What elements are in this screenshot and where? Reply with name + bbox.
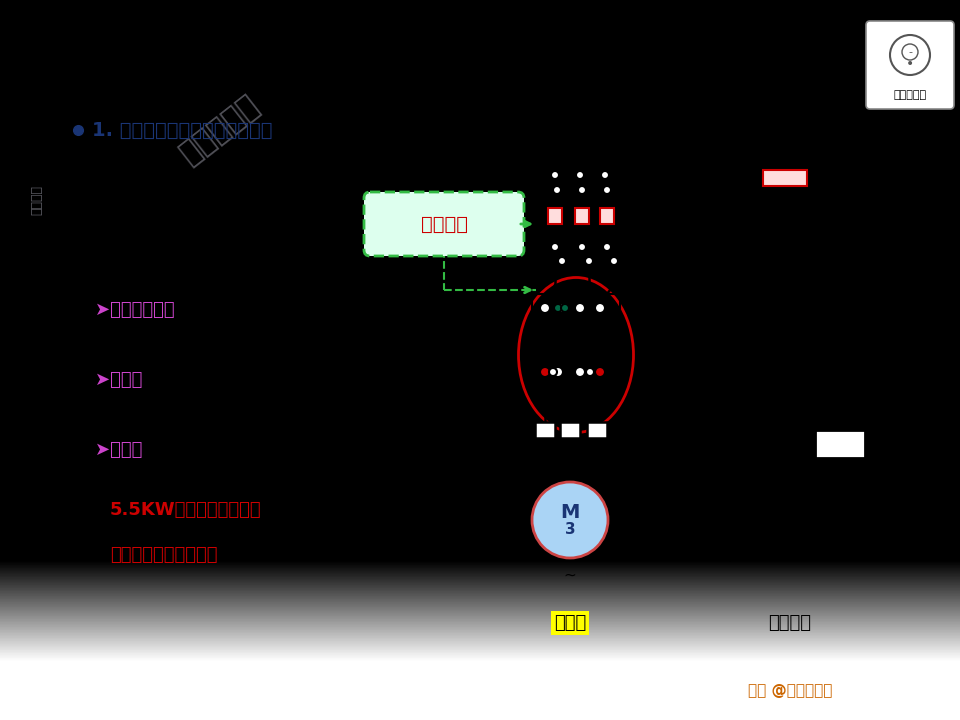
Bar — [532, 294, 620, 384]
Text: M: M — [561, 503, 580, 521]
Circle shape — [902, 44, 918, 60]
Text: -: - — [908, 47, 912, 57]
Text: 5.5KW以下的电动机电路: 5.5KW以下的电动机电路 — [110, 501, 262, 519]
Circle shape — [578, 186, 586, 194]
Text: 头条 @一位工程师: 头条 @一位工程师 — [748, 683, 832, 698]
Circle shape — [576, 171, 584, 179]
Text: KM: KM — [524, 241, 546, 254]
Circle shape — [586, 368, 594, 376]
Text: QS: QS — [528, 171, 547, 184]
Text: FR: FR — [523, 423, 541, 436]
Circle shape — [725, 173, 735, 183]
Circle shape — [558, 257, 566, 265]
Circle shape — [595, 367, 605, 377]
Bar — [815, 430, 865, 458]
Text: SB1: SB1 — [765, 240, 792, 253]
Text: 转换开关: 转换开关 — [420, 215, 468, 233]
Circle shape — [540, 367, 550, 377]
Text: 3: 3 — [601, 150, 606, 156]
Bar — [600, 208, 614, 224]
Circle shape — [601, 171, 609, 179]
Text: SB2: SB2 — [765, 315, 792, 328]
Circle shape — [575, 153, 585, 163]
Text: 1: 1 — [553, 150, 558, 156]
Circle shape — [549, 368, 557, 376]
Circle shape — [600, 153, 610, 163]
Text: 1. 转换开关控制正反转控制电路: 1. 转换开关控制正反转控制电路 — [92, 120, 273, 140]
Circle shape — [575, 303, 585, 313]
Text: ➤电气原理图：: ➤电气原理图： — [95, 301, 175, 319]
Circle shape — [585, 257, 593, 265]
Text: 一位工程师: 一位工程师 — [894, 90, 926, 100]
Bar — [763, 170, 807, 186]
Circle shape — [603, 243, 611, 251]
Text: ~: ~ — [564, 567, 576, 582]
Text: 主电路: 主电路 — [554, 614, 587, 632]
FancyBboxPatch shape — [866, 21, 954, 109]
Text: ➤应用：: ➤应用： — [95, 441, 142, 459]
Text: 直接控制电动机正反转: 直接控制电动机正反转 — [110, 546, 218, 564]
FancyBboxPatch shape — [364, 192, 524, 256]
Text: 头条号：: 头条号： — [30, 185, 43, 215]
Circle shape — [595, 303, 605, 313]
Circle shape — [551, 243, 559, 251]
Circle shape — [551, 171, 559, 179]
Circle shape — [561, 304, 569, 312]
Text: L: L — [592, 143, 598, 153]
Bar — [548, 208, 562, 224]
Text: 3: 3 — [564, 523, 575, 538]
Text: 控制电路: 控制电路 — [769, 614, 811, 632]
Text: 2: 2 — [577, 150, 582, 156]
Text: FR: FR — [765, 191, 783, 204]
Circle shape — [553, 367, 563, 377]
Text: L: L — [544, 143, 550, 153]
Bar — [587, 422, 607, 438]
Bar — [560, 422, 580, 438]
Circle shape — [553, 186, 561, 194]
Text: KM: KM — [885, 333, 907, 346]
Circle shape — [532, 482, 608, 558]
Circle shape — [540, 303, 550, 313]
Text: FU1: FU1 — [524, 209, 551, 222]
Circle shape — [890, 35, 930, 75]
Text: SA: SA — [523, 336, 541, 348]
Bar — [535, 422, 555, 438]
Text: KM: KM — [776, 437, 800, 451]
Text: FU2: FU2 — [772, 151, 799, 164]
Circle shape — [578, 243, 586, 251]
Circle shape — [603, 186, 611, 194]
Circle shape — [558, 303, 568, 313]
Circle shape — [550, 153, 560, 163]
Text: 用转换开关实现电源调相: 用转换开关实现电源调相 — [12, 30, 186, 56]
Circle shape — [554, 304, 562, 312]
Text: 一位工程师: 一位工程师 — [175, 91, 265, 169]
Text: •: • — [906, 57, 914, 71]
Circle shape — [610, 257, 618, 265]
Text: ➤特点：: ➤特点： — [95, 371, 142, 389]
Circle shape — [725, 550, 735, 560]
Text: L: L — [568, 143, 574, 153]
Circle shape — [575, 367, 585, 377]
Bar — [575, 208, 589, 224]
